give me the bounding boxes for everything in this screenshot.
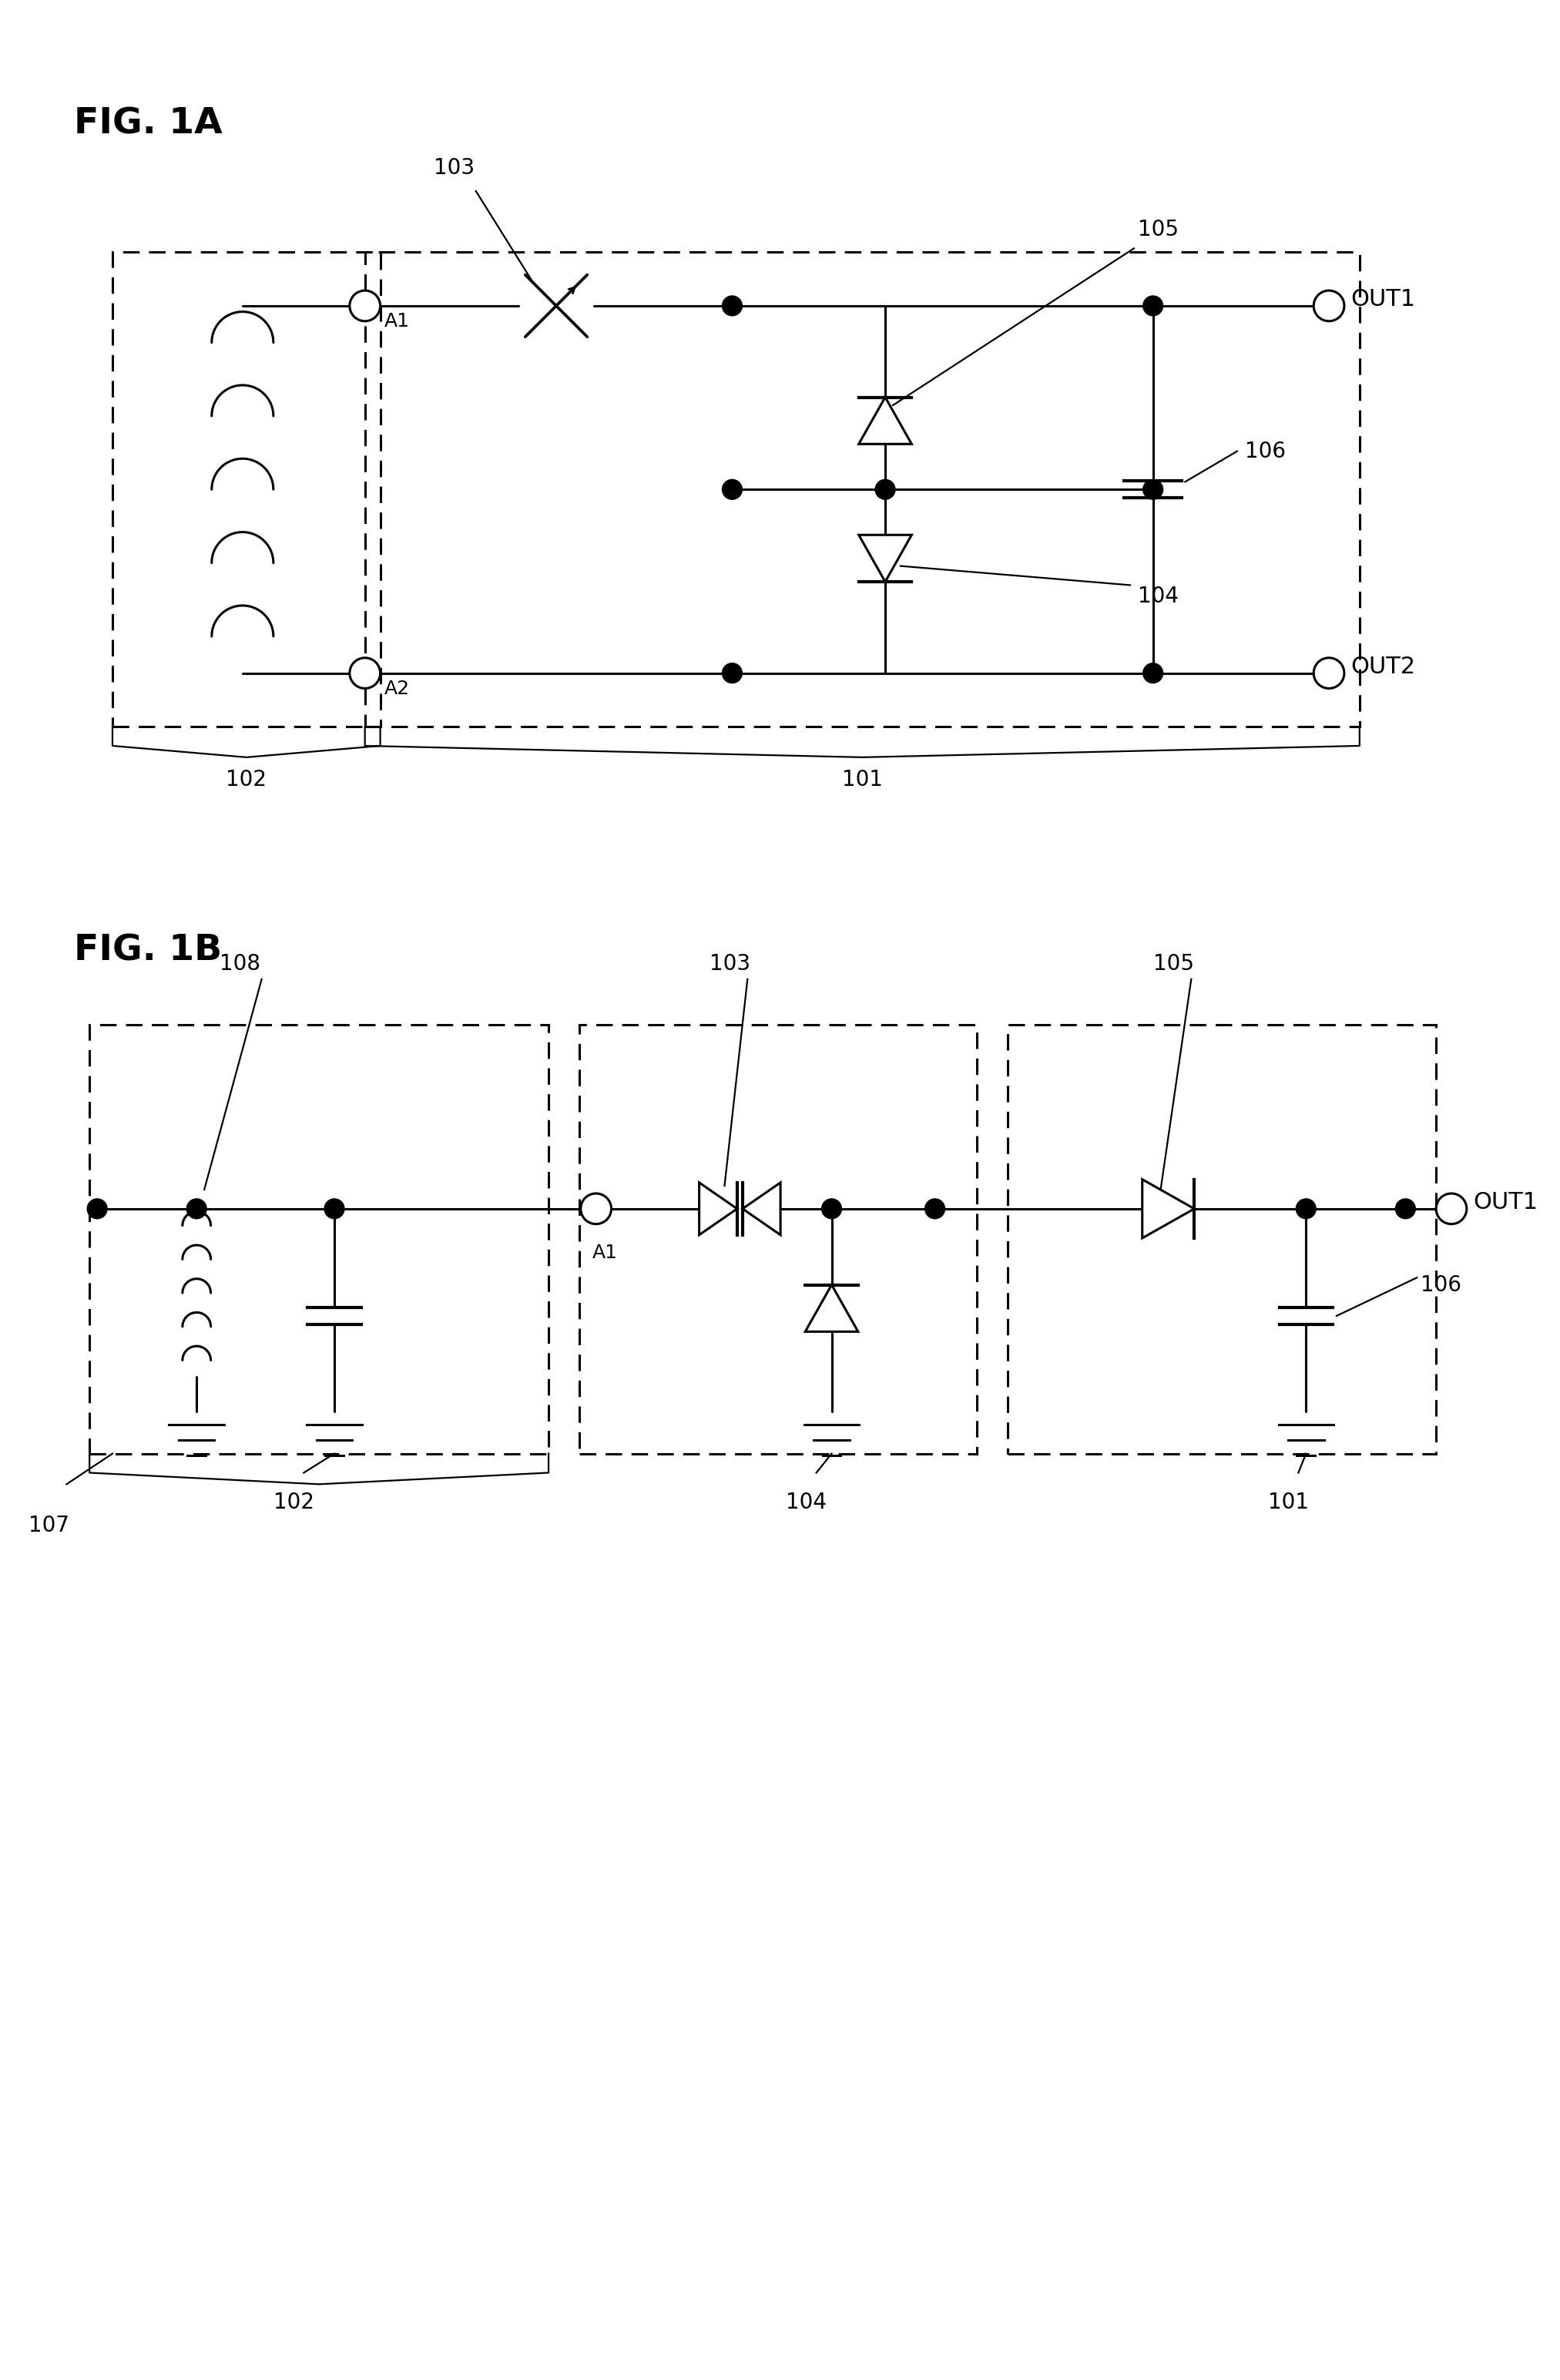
Text: 102: 102 [273, 1492, 314, 1514]
Bar [579, 1026, 977, 1454]
Polygon shape [858, 536, 911, 581]
Circle shape [87, 1200, 108, 1219]
Circle shape [822, 1200, 841, 1219]
Circle shape [1314, 290, 1345, 321]
Polygon shape [743, 1183, 780, 1235]
Circle shape [349, 657, 381, 688]
Text: 107: 107 [28, 1514, 69, 1537]
Circle shape [722, 295, 743, 317]
Text: 108: 108 [220, 952, 261, 976]
Circle shape [722, 664, 743, 683]
Text: 103: 103 [434, 157, 474, 179]
Circle shape [875, 478, 895, 500]
Text: FIG. 1B: FIG. 1B [75, 933, 223, 969]
Bar [89, 1026, 549, 1454]
Text: 104: 104 [786, 1492, 827, 1514]
Text: 103: 103 [710, 952, 750, 976]
Circle shape [580, 1192, 612, 1223]
Bar [365, 252, 1360, 726]
Text: 102: 102 [226, 769, 267, 790]
Polygon shape [699, 1183, 736, 1235]
Text: 101: 101 [842, 769, 883, 790]
Polygon shape [805, 1285, 858, 1333]
Text: A2: A2 [384, 678, 410, 697]
Circle shape [925, 1200, 945, 1219]
Circle shape [324, 1200, 345, 1219]
Text: OUT1: OUT1 [1473, 1192, 1538, 1214]
Circle shape [187, 1200, 206, 1219]
Text: 104: 104 [1137, 585, 1178, 607]
Bar [1008, 1026, 1437, 1454]
Text: 101: 101 [1268, 1492, 1309, 1514]
Circle shape [1143, 664, 1162, 683]
Circle shape [1396, 1200, 1415, 1219]
Circle shape [1437, 1192, 1466, 1223]
Text: 106: 106 [1421, 1273, 1462, 1297]
Circle shape [1143, 295, 1162, 317]
Circle shape [1143, 478, 1162, 500]
Text: A1: A1 [384, 312, 409, 331]
Circle shape [1314, 657, 1345, 688]
Text: A1: A1 [593, 1242, 618, 1261]
Circle shape [722, 478, 743, 500]
Text: OUT2: OUT2 [1351, 657, 1415, 678]
Polygon shape [1142, 1180, 1195, 1238]
Circle shape [1296, 1200, 1317, 1219]
Text: FIG. 1A: FIG. 1A [75, 107, 223, 140]
Text: 105: 105 [1153, 952, 1193, 976]
Text: OUT1: OUT1 [1351, 288, 1415, 312]
Polygon shape [858, 397, 911, 445]
Text: 105: 105 [1137, 219, 1178, 240]
Circle shape [349, 290, 381, 321]
Bar [112, 252, 381, 726]
Text: 106: 106 [1245, 440, 1285, 462]
